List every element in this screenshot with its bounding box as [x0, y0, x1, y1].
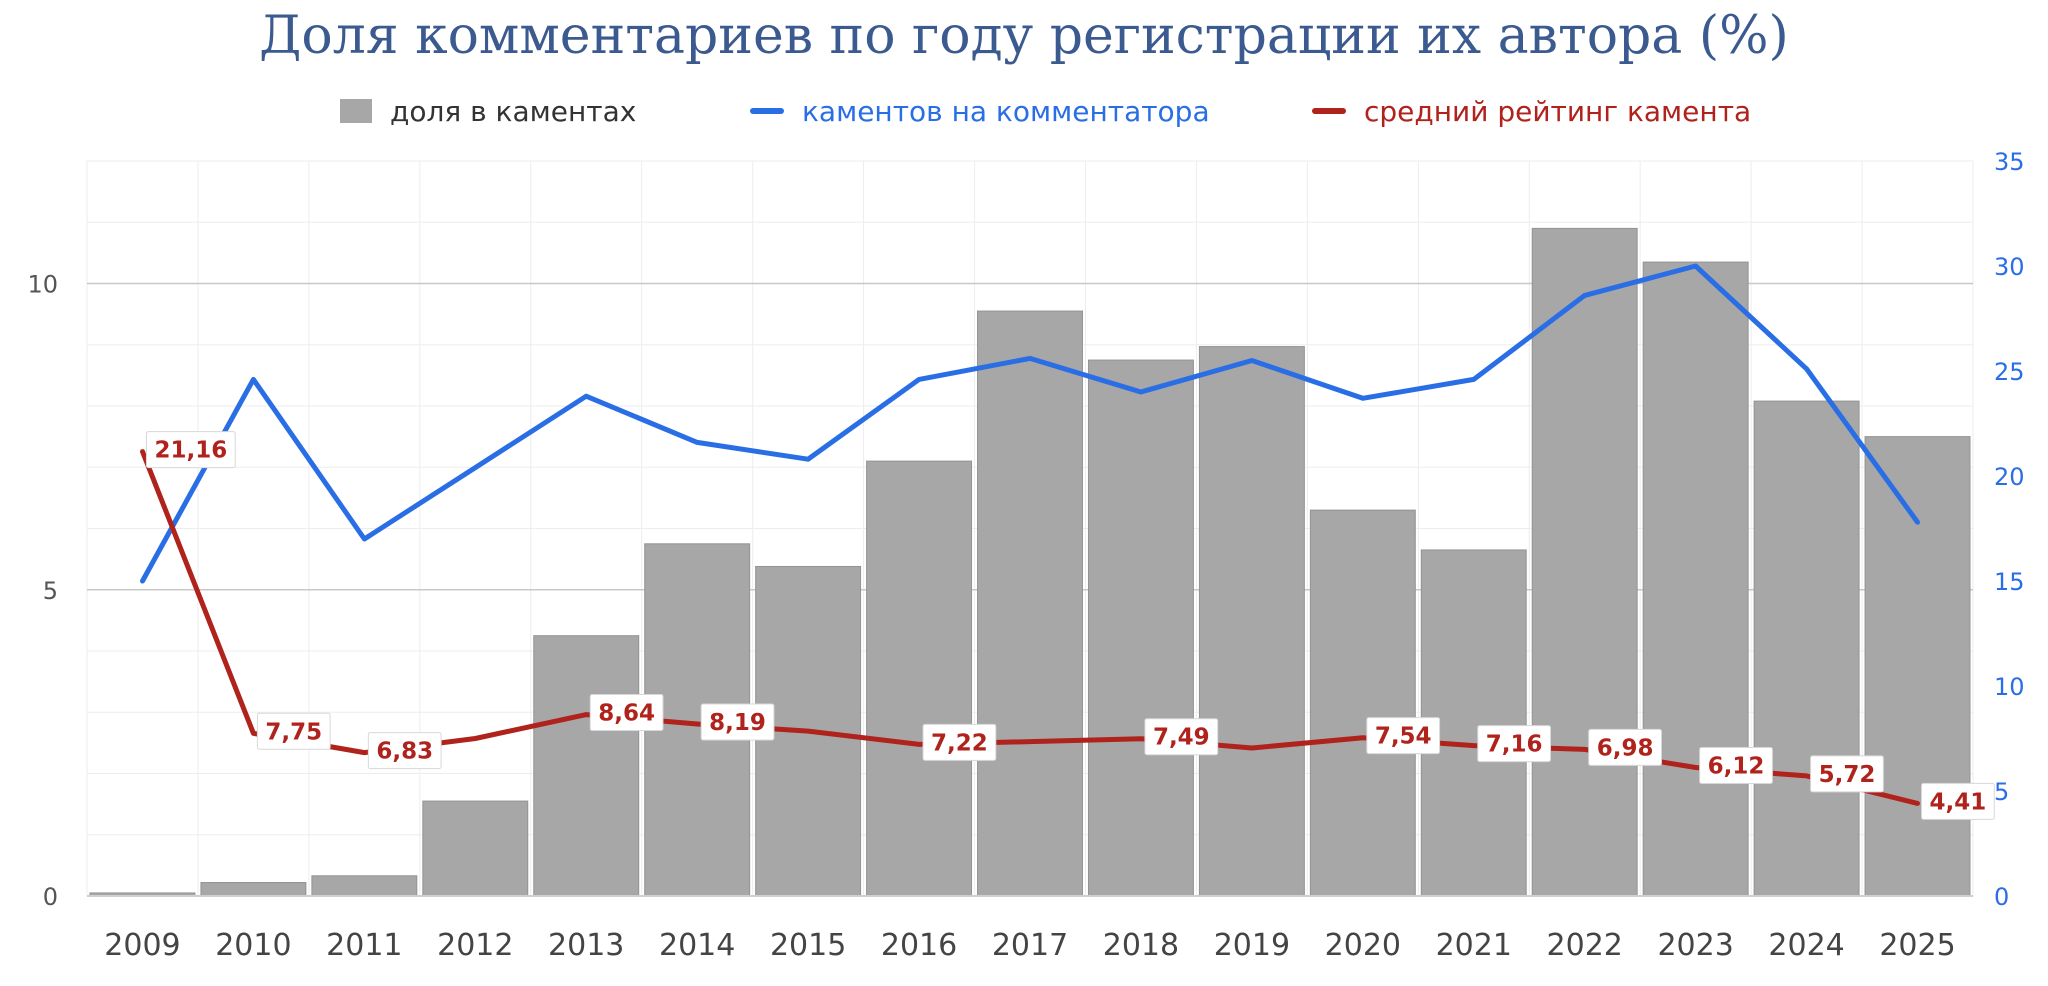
- data-label-text: 7,75: [265, 719, 322, 745]
- data-label-text: 21,16: [154, 438, 227, 464]
- data-label-box: [1921, 782, 1995, 820]
- data-label-box: [700, 703, 775, 741]
- x-tick: 2025: [1879, 928, 1955, 963]
- x-tick: 2009: [104, 928, 180, 963]
- y-left-tick: 5: [43, 577, 58, 605]
- data-label-2020: 7,54: [1366, 717, 1441, 755]
- legend-item-rating: средний рейтинг камента: [1312, 94, 1751, 128]
- bar-2024: [1753, 400, 1860, 897]
- bar-2023: [1642, 261, 1749, 897]
- data-label-text: 7,22: [931, 730, 988, 756]
- legend-label-rating: средний рейтинг камента: [1364, 94, 1752, 128]
- bar-2010: [200, 882, 307, 897]
- data-label-2021: 7,16: [1477, 725, 1552, 763]
- legend-swatch-blue-line: [750, 108, 784, 114]
- bars-layer: [89, 227, 1971, 897]
- data-label-text: 8,64: [598, 701, 655, 727]
- data-label-2023: 6,12: [1699, 746, 1773, 784]
- data-label-2022: 6,98: [1588, 728, 1662, 766]
- series-line-1: [140, 263, 1920, 584]
- bar-2016: [866, 460, 973, 897]
- bar-2019: [1198, 346, 1305, 897]
- y-right-tick: 15: [1994, 568, 2025, 596]
- data-label-2009: 21,16: [145, 431, 236, 469]
- bar-2017: [977, 310, 1083, 897]
- legend-swatch-red-line: [1312, 108, 1346, 114]
- data-label-box: [1810, 755, 1884, 793]
- data-label-text: 8,19: [709, 710, 766, 736]
- data-labels-layer: 21,16 7,75 6,83 8,64 8,19 7,22 7,49 7,54 7,16 6,9…: [145, 431, 1995, 820]
- x-tick: 2011: [326, 928, 402, 963]
- y-right-tick: 30: [1994, 253, 2025, 281]
- bar-2011: [311, 875, 418, 897]
- data-label-box: [1144, 718, 1219, 756]
- data-label-text: 6,98: [1597, 735, 1654, 761]
- y-right-tick: 20: [1994, 463, 2025, 491]
- chart-title: Доля комментариев по году регистрации их…: [259, 6, 1789, 66]
- bar-2012: [422, 800, 529, 897]
- y-left-tick: 10: [27, 271, 58, 299]
- y-right-tick: 35: [1994, 148, 2025, 176]
- bar-2013: [533, 635, 640, 897]
- bar-2025: [1864, 436, 1971, 897]
- data-label-2025: 4,41: [1921, 782, 1995, 820]
- x-tick: 2024: [1768, 928, 1844, 963]
- y-right-tick: 25: [1994, 358, 2025, 386]
- data-label-box: [922, 723, 997, 761]
- x-tick: 2020: [1325, 928, 1401, 963]
- x-tick: 2015: [770, 928, 846, 963]
- bar-2018: [1087, 359, 1194, 897]
- data-label-box: [367, 732, 442, 770]
- x-tick: 2021: [1436, 928, 1512, 963]
- bar-2020: [1309, 509, 1416, 897]
- data-label-2016: 7,22: [922, 723, 997, 761]
- data-label-text: 6,12: [1708, 753, 1765, 779]
- data-label-2010: 7,75: [256, 712, 331, 750]
- data-label-box: [1699, 746, 1773, 784]
- bar-2022: [1531, 227, 1638, 897]
- y-right-tick: 10: [1994, 673, 2025, 701]
- legend-label-share: доля в каментах: [390, 94, 637, 128]
- x-tick: 2017: [992, 928, 1068, 963]
- legend-item-per-commenter: каментов на комментатора: [750, 94, 1210, 128]
- data-label-box: [256, 712, 331, 750]
- y-left-tick: 0: [43, 883, 58, 911]
- x-tick: 2016: [881, 928, 957, 963]
- data-label-box: [1477, 725, 1552, 763]
- data-label-2024: 5,72: [1810, 755, 1884, 793]
- data-label-text: 7,16: [1486, 732, 1543, 758]
- x-tick: 2019: [1214, 928, 1290, 963]
- data-label-text: 5,72: [1819, 762, 1876, 788]
- x-tick: 2010: [215, 928, 291, 963]
- data-label-text: 6,83: [376, 739, 433, 765]
- data-label-box: [589, 694, 664, 732]
- data-label-2013: 8,64: [589, 694, 664, 732]
- data-label-text: 4,41: [1930, 789, 1987, 815]
- data-label-box: [1366, 717, 1441, 755]
- y-right-tick: 0: [1994, 883, 2009, 911]
- x-tick: 2012: [437, 928, 513, 963]
- legend-label-per-commenter: каментов на комментатора: [802, 94, 1210, 128]
- x-tick: 2018: [1103, 928, 1179, 963]
- legend-item-share: доля в каментах: [340, 94, 636, 128]
- x-tick: 2013: [548, 928, 624, 963]
- data-label-2014: 8,19: [700, 703, 775, 741]
- data-label-2018: 7,49: [1144, 718, 1219, 756]
- x-tick: 2022: [1547, 928, 1623, 963]
- data-label-box: [1588, 728, 1662, 766]
- x-tick: 2014: [659, 928, 735, 963]
- data-label-box: [145, 431, 236, 469]
- data-label-2011: 6,83: [367, 732, 442, 770]
- data-label-text: 7,54: [1375, 724, 1432, 750]
- x-tick: 2023: [1657, 928, 1733, 963]
- y-right-tick: 5: [1994, 778, 2009, 806]
- data-label-text: 7,49: [1153, 725, 1210, 751]
- legend-swatch-bar: [340, 99, 372, 123]
